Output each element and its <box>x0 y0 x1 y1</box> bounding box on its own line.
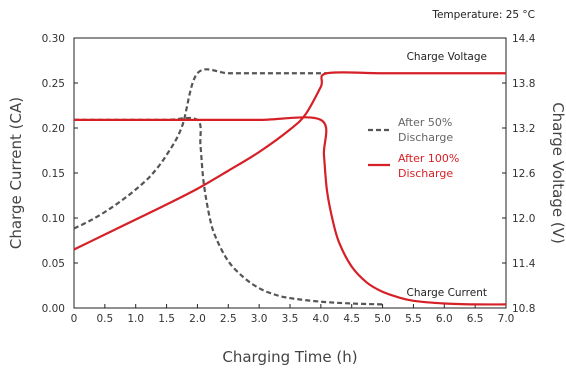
temperature-note: Temperature: 25 °C <box>431 9 535 21</box>
x-tick-label: 6.0 <box>436 313 453 325</box>
x-tick-label: 5.0 <box>374 313 391 325</box>
x-tick-label: 2.5 <box>220 313 237 325</box>
x-tick-label: 7.0 <box>498 313 515 325</box>
series-layer <box>73 68 507 306</box>
x-tick-label: 3.5 <box>282 313 299 325</box>
left-tick-label: 0.00 <box>42 303 65 315</box>
right-tick-label: 13.8 <box>512 78 535 90</box>
x-tick-label: 2.0 <box>189 313 206 325</box>
series-line-after-100-discharge-charge-voltage <box>73 71 506 251</box>
right-tick-label: 11.4 <box>512 258 536 270</box>
x-tick-label: 6.5 <box>467 313 484 325</box>
left-tick-label: 0.05 <box>42 258 65 270</box>
x-tick-label: 0.5 <box>97 313 114 325</box>
x-tick-label: 4.5 <box>343 313 360 325</box>
plot-area <box>73 37 507 309</box>
left-tick-label: 0.25 <box>42 78 65 90</box>
x-tick-label: 1.5 <box>158 313 175 325</box>
x-tick-label: 3.0 <box>251 313 268 325</box>
legend: After 50% Discharge After 100% Discharge <box>368 116 459 180</box>
legend-label-100-line2: Discharge <box>398 167 453 180</box>
x-tick-label: 1.0 <box>127 313 144 325</box>
left-tick-label: 0.30 <box>42 33 65 45</box>
x-axis-ticks: 0 0.5 1.0 1.5 2.0 2.5 3.0 3.5 4.0 4.5 5.0 5.5 6.0 6.5… <box>71 304 515 325</box>
right-axis-title: Charge Voltage (V) <box>549 102 566 244</box>
x-tick-label: 0 <box>71 313 78 325</box>
left-tick-label: 0.15 <box>42 168 65 180</box>
legend-label-50-line1: After 50% <box>398 116 452 129</box>
series-line-after-100-discharge-charge-current <box>74 116 507 306</box>
left-tick-label: 0.20 <box>42 123 65 135</box>
x-axis-title: Charging Time (h) <box>222 348 357 366</box>
right-axis-ticks: 10.8 11.4 12.0 12.6 13.2 13.8 14.4 <box>502 33 536 315</box>
legend-label-50-line2: Discharge <box>398 131 453 144</box>
charge-voltage-annotation: Charge Voltage <box>407 51 487 63</box>
right-tick-label: 12.6 <box>512 168 536 180</box>
right-tick-label: 14.4 <box>512 33 536 45</box>
right-tick-label: 13.2 <box>512 123 535 135</box>
series-line-after-50-discharge-charge-voltage <box>73 68 328 230</box>
x-tick-label: 5.5 <box>405 313 422 325</box>
left-tick-label: 0.10 <box>42 213 65 225</box>
right-tick-label: 10.8 <box>512 303 535 315</box>
legend-label-100-line1: After 100% <box>398 152 459 165</box>
charge-current-annotation: Charge Current <box>407 287 487 299</box>
right-tick-label: 12.0 <box>512 213 535 225</box>
left-axis-title: Charge Current (CA) <box>7 97 25 249</box>
left-axis-ticks: 0.00 0.05 0.10 0.15 0.20 0.25 0.30 <box>42 33 78 315</box>
x-tick-label: 4.0 <box>313 313 330 325</box>
